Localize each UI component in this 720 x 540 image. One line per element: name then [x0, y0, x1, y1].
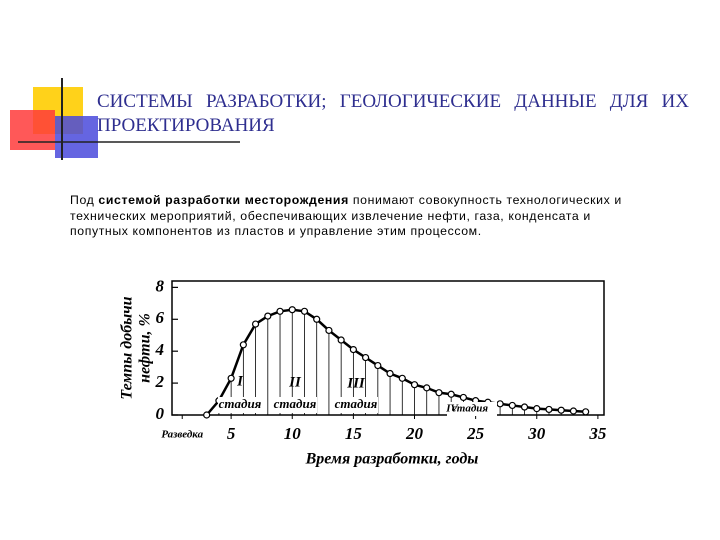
stage-label: стадия	[335, 396, 378, 411]
text: Под	[70, 193, 95, 207]
deco-red	[10, 110, 55, 150]
data-point	[251, 320, 260, 328]
stage-label: стадия	[452, 403, 489, 415]
y-tick-label: 0	[156, 404, 165, 423]
data-point	[337, 336, 345, 344]
data-point	[423, 384, 431, 392]
stage-numeral: I	[236, 373, 244, 389]
data-point	[374, 361, 382, 370]
data-point	[227, 374, 235, 382]
data-point	[447, 390, 455, 398]
y-axis-label: нефти, %	[137, 313, 154, 383]
text: понимают совокупность технологических и …	[70, 193, 622, 238]
data-point	[362, 353, 370, 362]
data-point	[520, 403, 529, 411]
data-point	[313, 315, 321, 323]
data-point	[325, 326, 333, 335]
data-point	[496, 400, 504, 408]
data-point	[203, 411, 211, 419]
bold-term: системой разработки месторождения	[98, 193, 349, 207]
slide-title: СИСТЕМЫ РАЗРАБОТКИ; ГЕОЛОГИЧЕСКИЕ ДАННЫЕ…	[97, 91, 689, 136]
stage-label-bg	[447, 402, 497, 416]
production-curve	[205, 308, 586, 416]
data-point	[276, 307, 284, 315]
stage-numeral: III	[346, 375, 366, 391]
data-point	[582, 408, 590, 416]
x-tick-label: Разведка	[161, 429, 203, 441]
y-axis-label: Темпы добычи	[119, 296, 136, 399]
data-point	[264, 312, 272, 320]
data-point	[300, 307, 309, 315]
data-point	[435, 389, 443, 397]
data-point	[533, 405, 541, 413]
stage-label-bg	[218, 397, 262, 413]
stage-label-bg	[334, 397, 378, 413]
x-axis-label: Время разработки, годы	[305, 451, 479, 468]
stage-label-bg	[273, 397, 317, 413]
x-tick-label: 25	[466, 424, 485, 443]
y-tick-label: 4	[155, 340, 165, 359]
data-point	[410, 381, 419, 389]
y-tick-label: 2	[155, 372, 165, 391]
stage-label: стадия	[219, 396, 262, 411]
x-tick-label: 15	[345, 424, 363, 443]
paragraph: Под системой разработки месторождения по…	[70, 193, 650, 240]
x-tick-label: 10	[284, 424, 302, 443]
y-tick-label: 8	[156, 276, 165, 295]
y-tick-label: 6	[156, 308, 165, 327]
data-point	[508, 401, 516, 410]
plot-frame	[171, 280, 605, 416]
stage-label: стадия	[274, 396, 317, 411]
data-point	[569, 407, 578, 415]
x-tick-label: 30	[527, 424, 546, 443]
data-point	[557, 406, 565, 414]
x-tick-label: 35	[588, 424, 607, 443]
data-point	[288, 306, 296, 314]
data-point	[398, 374, 406, 382]
stage-numeral: II	[288, 374, 302, 390]
data-point	[349, 345, 357, 354]
x-tick-label: 5	[227, 424, 236, 443]
x-tick-label: 20	[405, 424, 424, 443]
data-point	[386, 369, 394, 378]
data-point	[459, 393, 468, 402]
data-point	[239, 341, 247, 349]
stage-numeral: IV	[445, 403, 459, 415]
data-point	[545, 405, 553, 414]
